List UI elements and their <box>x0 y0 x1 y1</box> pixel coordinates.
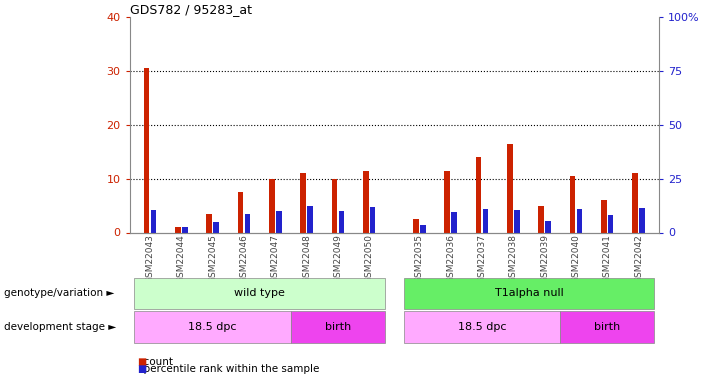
Bar <box>144 68 149 232</box>
Text: GDS782 / 95283_at: GDS782 / 95283_at <box>130 3 252 16</box>
Text: ■: ■ <box>137 357 146 367</box>
Bar <box>576 209 582 232</box>
Bar <box>413 219 418 232</box>
Bar <box>151 210 156 232</box>
Bar <box>332 178 337 232</box>
Text: ■: ■ <box>137 364 146 374</box>
Text: 18.5 dpc: 18.5 dpc <box>458 322 506 332</box>
Bar <box>451 212 457 232</box>
Bar <box>632 173 638 232</box>
Bar <box>545 220 551 232</box>
Text: 18.5 dpc: 18.5 dpc <box>189 322 237 332</box>
Bar <box>601 200 606 232</box>
Text: birth: birth <box>325 322 351 332</box>
Bar <box>207 214 212 232</box>
Text: wild type: wild type <box>234 288 285 298</box>
Bar <box>570 176 576 232</box>
Bar <box>444 171 450 232</box>
Bar <box>482 209 488 232</box>
Bar <box>301 173 306 232</box>
Bar <box>514 210 519 232</box>
Bar <box>608 215 613 232</box>
Text: percentile rank within the sample: percentile rank within the sample <box>137 364 319 374</box>
Bar <box>538 206 544 232</box>
Bar <box>476 157 482 232</box>
Text: count: count <box>137 357 172 367</box>
Text: genotype/variation ►: genotype/variation ► <box>4 288 114 298</box>
Bar <box>363 171 369 232</box>
Bar <box>213 222 219 232</box>
Text: birth: birth <box>594 322 620 332</box>
Bar <box>238 192 243 232</box>
Bar <box>420 225 426 232</box>
Bar <box>245 214 250 232</box>
Bar <box>370 207 376 232</box>
Bar <box>339 211 344 232</box>
Bar <box>175 227 181 232</box>
Bar <box>307 206 313 232</box>
Bar <box>182 227 188 232</box>
Text: T1alpha null: T1alpha null <box>495 288 564 298</box>
Bar <box>269 178 275 232</box>
Bar <box>507 144 512 232</box>
Text: development stage ►: development stage ► <box>4 322 116 332</box>
Bar <box>639 208 645 232</box>
Bar <box>276 211 282 232</box>
